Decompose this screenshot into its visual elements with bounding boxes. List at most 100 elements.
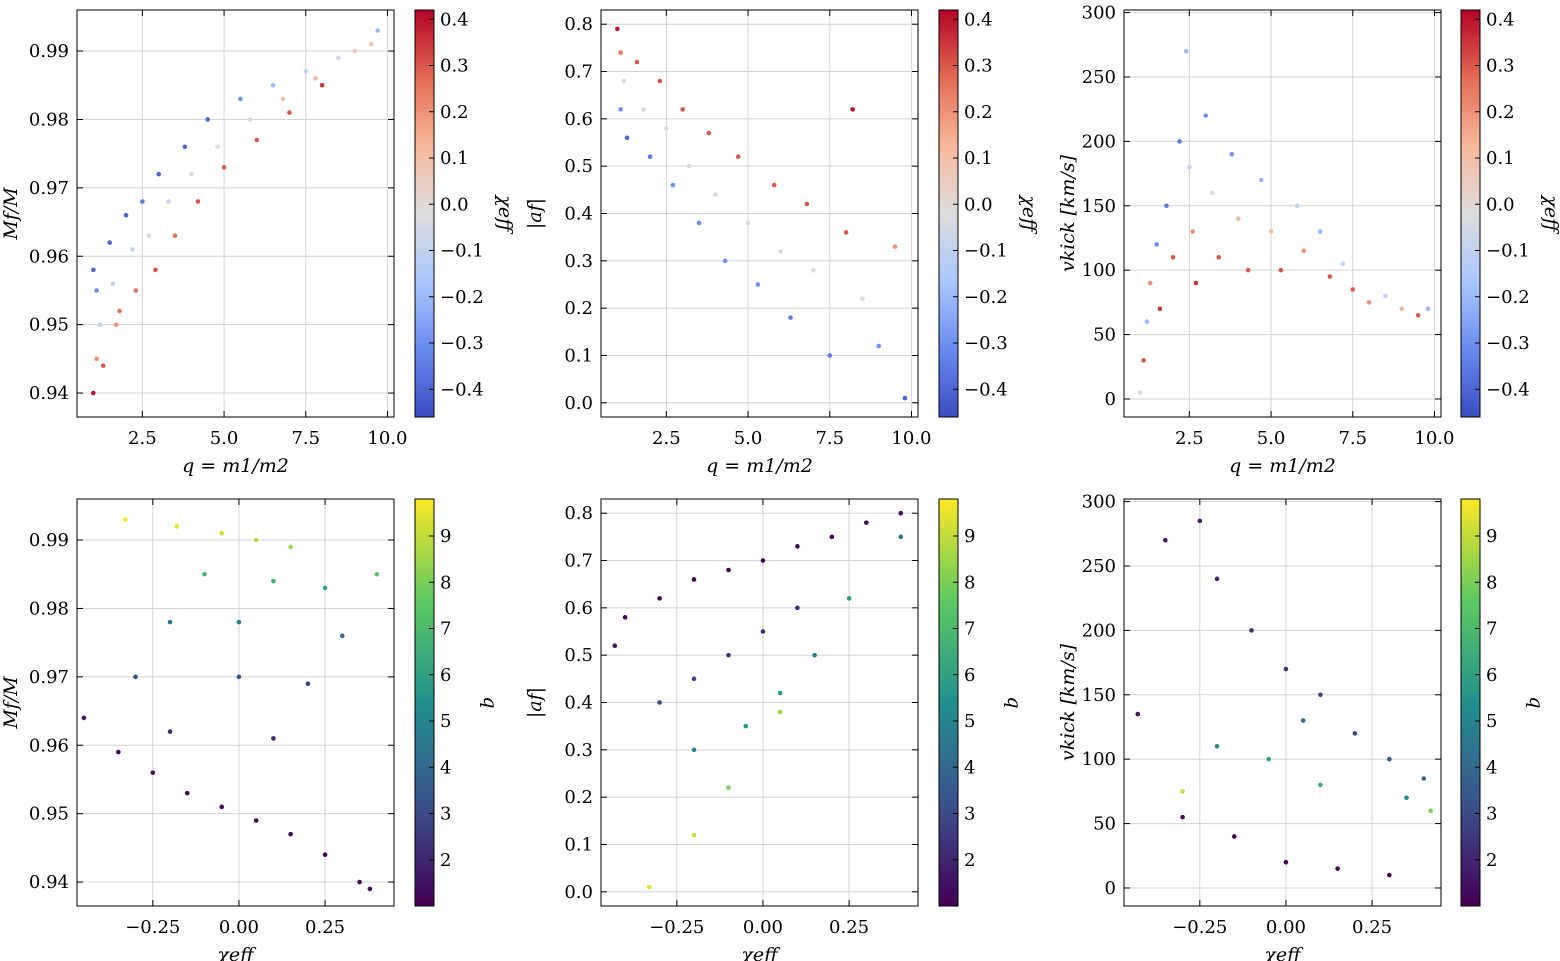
data-point xyxy=(1301,248,1307,254)
colorbar-tick-label: 2 xyxy=(440,850,451,871)
data-point xyxy=(696,220,702,226)
colorbar-tick-label: 0.4 xyxy=(440,9,469,30)
colorbar xyxy=(414,9,435,418)
y-tick-label: 0.95 xyxy=(29,804,69,825)
data-point xyxy=(1214,576,1220,582)
colorbar-tick-label: 4 xyxy=(1486,757,1497,778)
x-tick-label: 7.5 xyxy=(291,428,320,449)
data-point xyxy=(319,82,325,88)
scatter-points xyxy=(615,26,908,401)
data-point xyxy=(1425,306,1431,312)
data-point xyxy=(167,619,173,625)
data-point xyxy=(184,790,190,796)
data-point xyxy=(1249,628,1254,633)
data-point xyxy=(706,130,712,136)
y-tick-label: 0.1 xyxy=(564,345,593,366)
y-tick-label: 0.3 xyxy=(564,740,593,761)
colorbar-tick-label: 2 xyxy=(964,850,975,871)
data-point xyxy=(107,240,112,245)
colorbar-tick-label: 0.3 xyxy=(1486,56,1515,77)
data-point xyxy=(287,110,292,115)
data-point xyxy=(153,267,158,273)
colorbar-tick-label: −0.4 xyxy=(1486,379,1530,400)
data-point xyxy=(303,69,309,74)
data-point xyxy=(788,315,793,320)
data-point xyxy=(219,804,225,810)
data-point xyxy=(664,126,669,131)
panel-p5: −0.25 0.00 0.25 0.0 0.1 0.2 0.3 0.4 0.5 0.6 0.7 0.8… xyxy=(524,498,1025,961)
data-point xyxy=(1154,242,1159,247)
data-point xyxy=(795,605,800,611)
data-point xyxy=(1283,666,1289,672)
colorbar-tick-label: 7 xyxy=(1486,619,1497,640)
colorbar xyxy=(938,9,959,418)
colorbar-tick-label: 0.3 xyxy=(440,56,469,77)
data-point xyxy=(113,322,119,327)
data-point xyxy=(1180,814,1185,820)
data-point xyxy=(122,517,128,522)
colorbar-tick-label: 6 xyxy=(440,665,451,686)
y-tick-label: 0.8 xyxy=(564,503,593,524)
x-tick-label: −0.25 xyxy=(125,917,180,938)
y-tick-label: 0.95 xyxy=(29,315,69,336)
data-point xyxy=(1421,776,1427,781)
x-axis-label: q = m1/m2 xyxy=(182,455,289,477)
colorbar-label: χeff xyxy=(1540,193,1560,235)
data-point xyxy=(100,363,106,368)
x-tick-label: 0.00 xyxy=(743,917,783,938)
data-point xyxy=(641,107,646,112)
y-tick-label: 0.97 xyxy=(29,178,69,199)
data-point xyxy=(340,633,345,639)
data-point xyxy=(1236,216,1241,221)
data-point xyxy=(1138,390,1143,395)
data-point xyxy=(846,596,852,601)
colorbar-tick-label: 8 xyxy=(964,572,975,593)
scatter-points xyxy=(81,517,380,892)
data-point xyxy=(97,322,103,327)
panel-p3: 2.5 5.0 7.5 10.0 0 50 100 150 200 250 300 q = m1/m2… xyxy=(1057,3,1560,477)
data-point xyxy=(898,534,904,540)
data-point xyxy=(1147,280,1153,286)
data-point xyxy=(288,831,293,837)
data-point xyxy=(735,154,741,160)
y-axis-label: Mf/M xyxy=(0,676,22,730)
data-point xyxy=(898,510,904,516)
y-tick-label: 0.4 xyxy=(564,204,593,225)
colorbar-tick-label: 0.3 xyxy=(964,56,993,77)
x-tick-label: 2.5 xyxy=(1175,428,1204,449)
data-point xyxy=(795,544,800,549)
data-point xyxy=(336,55,341,61)
data-point xyxy=(618,107,623,112)
data-point xyxy=(811,267,816,273)
plot-frame xyxy=(1123,498,1442,907)
data-point xyxy=(352,48,358,54)
data-point xyxy=(804,201,810,207)
colorbar-tick-label: 5 xyxy=(1486,711,1497,732)
data-point xyxy=(612,643,618,649)
data-point xyxy=(691,676,697,682)
colorbar-tick-label: 9 xyxy=(964,526,975,547)
y-tick-label: 0.5 xyxy=(564,645,593,666)
data-point xyxy=(1327,274,1333,279)
data-point xyxy=(691,832,697,838)
y-tick-label: 0.96 xyxy=(29,246,69,267)
x-tick-label: 10.0 xyxy=(1414,428,1454,449)
data-point xyxy=(247,117,253,122)
data-point xyxy=(236,674,242,680)
data-point xyxy=(166,199,171,204)
colorbar-tick-label: 0.2 xyxy=(1486,102,1515,123)
colorbar-tick-label: −0.3 xyxy=(1486,333,1530,354)
y-tick-label: 0.94 xyxy=(29,383,69,404)
data-point xyxy=(123,212,129,218)
data-point xyxy=(1258,177,1264,183)
data-point xyxy=(174,524,180,529)
data-point xyxy=(1428,808,1433,813)
data-point xyxy=(618,50,623,55)
data-point xyxy=(1300,718,1306,723)
x-axis-label: χeff xyxy=(739,944,781,961)
data-point xyxy=(1231,834,1237,839)
x-tick-label: 0.25 xyxy=(305,917,345,938)
data-point xyxy=(140,199,145,204)
y-tick-label: 0.2 xyxy=(564,298,593,319)
data-point xyxy=(189,171,194,177)
